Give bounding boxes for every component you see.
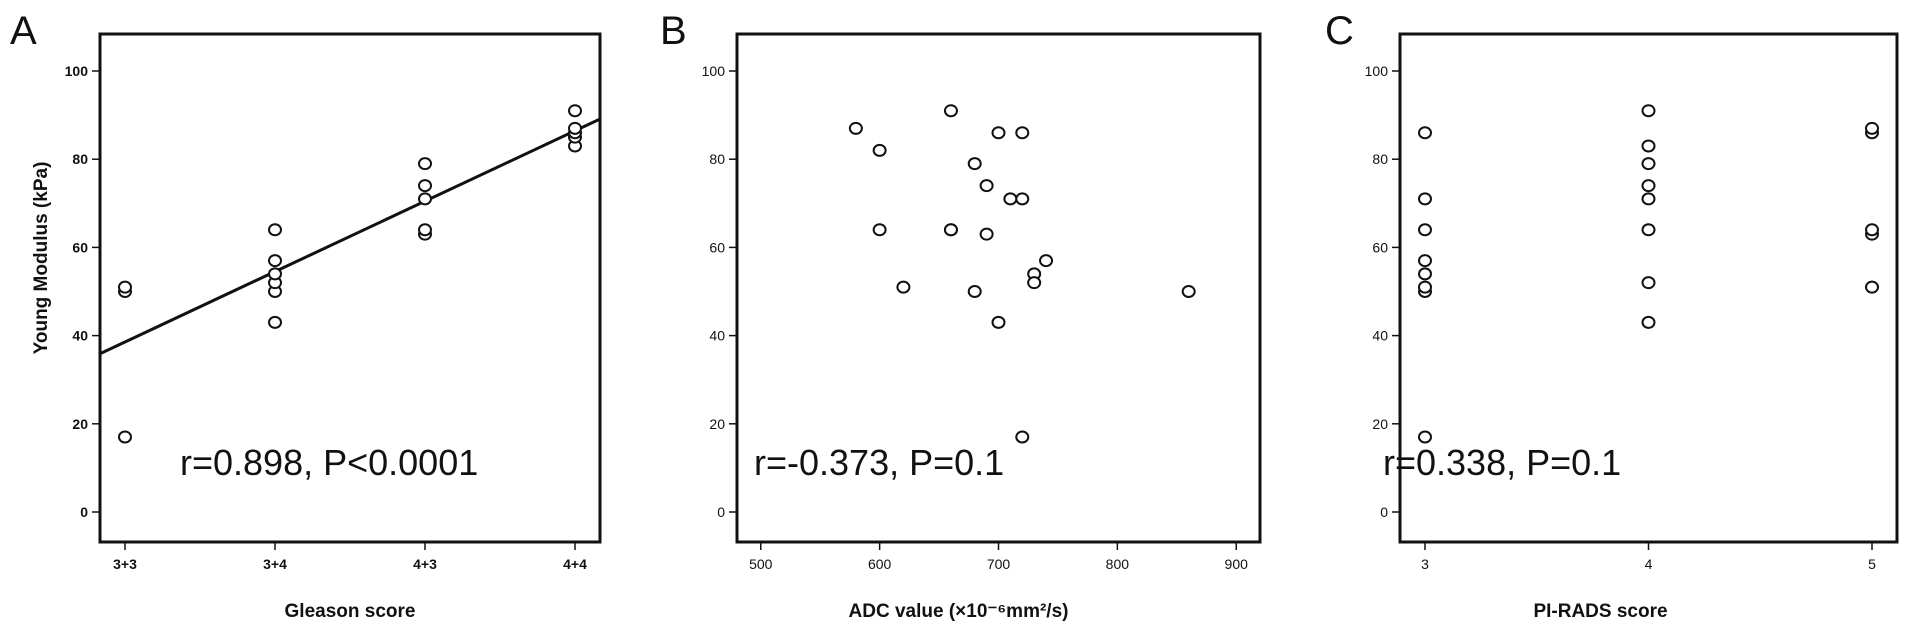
y-tick-label: 0 <box>80 504 88 520</box>
data-point <box>991 315 1006 329</box>
panel-c: C 0 20 40 60 80 100 3 4 5 r=0.338, P=0.1 PI-RADS sc… <box>1325 9 1899 622</box>
y-tick-label: 20 <box>72 416 88 432</box>
data-point <box>268 254 282 268</box>
data-point <box>1181 285 1196 298</box>
data-point <box>1015 430 1030 444</box>
y-tick-label: 100 <box>1365 63 1389 79</box>
data-point <box>1418 192 1432 206</box>
data-point <box>1641 157 1656 171</box>
data-point <box>943 223 958 237</box>
data-point <box>568 104 582 118</box>
data-point <box>268 267 282 281</box>
x-tick-label: 3+3 <box>113 556 137 572</box>
panel-b: B 0 20 40 60 80 100 500 600 700 800 900 r=-0.373, P=… <box>660 9 1262 622</box>
y-tick-label: 40 <box>709 328 725 344</box>
data-point <box>1641 104 1656 118</box>
data-point <box>1641 179 1656 193</box>
data-point <box>967 285 982 298</box>
data-point <box>1641 276 1656 290</box>
x-tick-label: 5 <box>1868 556 1876 572</box>
data-point <box>1641 315 1656 329</box>
data-point <box>418 223 432 237</box>
x-tick-label: 900 <box>1225 556 1249 572</box>
x-axis-label: Gleason score <box>285 601 416 622</box>
y-tick-label: 100 <box>65 63 89 79</box>
x-tick-label: 700 <box>987 556 1011 572</box>
x-tick-label: 4 <box>1645 556 1653 572</box>
x-tick-label: 600 <box>868 556 892 572</box>
y-tick-label: 80 <box>1372 151 1388 167</box>
correlation-annotation: r=0.898, P<0.0001 <box>180 442 478 483</box>
data-point <box>268 315 282 329</box>
data-point <box>1039 254 1054 268</box>
data-point <box>872 143 887 157</box>
y-tick-label: 100 <box>702 63 726 79</box>
correlation-annotation: r=0.338, P=0.1 <box>1383 442 1621 483</box>
x-tick-label: 3+4 <box>263 556 287 572</box>
data-point <box>1418 254 1432 268</box>
data-point <box>872 223 887 237</box>
x-tick-label: 800 <box>1106 556 1130 572</box>
x-axis-label: ADC value (×10⁻⁶mm²/s) <box>849 601 1069 622</box>
data-point <box>1418 280 1432 294</box>
data-point <box>1865 121 1879 135</box>
y-axis-label: Young Modulus (kPa) <box>31 162 52 355</box>
data-point <box>418 192 432 206</box>
data-point <box>1027 276 1042 290</box>
plot-frame <box>98 32 602 544</box>
panel-letter: A <box>10 9 37 53</box>
data-point <box>1418 430 1432 444</box>
data-point <box>1641 223 1656 237</box>
x-tick-label: 4+3 <box>413 556 437 572</box>
y-tick-label: 20 <box>1372 416 1388 432</box>
data-point <box>1865 280 1879 294</box>
data-point <box>1418 126 1432 140</box>
data-point <box>1641 139 1656 153</box>
data-point <box>418 179 432 193</box>
data-point <box>568 121 582 135</box>
data-point <box>1641 192 1656 206</box>
data-point <box>967 157 982 171</box>
data-point <box>896 280 911 294</box>
data-point <box>1418 267 1432 281</box>
data-point <box>118 280 132 294</box>
y-tick-label: 0 <box>1380 504 1388 520</box>
panel-letter: C <box>1325 9 1354 53</box>
data-point <box>268 223 282 237</box>
y-tick-label: 20 <box>709 416 725 432</box>
data-point <box>979 227 994 241</box>
x-tick-label: 500 <box>749 556 773 572</box>
data-point <box>943 104 958 118</box>
data-point <box>1015 126 1030 140</box>
y-tick-label: 40 <box>72 328 88 344</box>
correlation-annotation: r=-0.373, P=0.1 <box>754 442 1004 483</box>
panel-letter: B <box>660 9 687 53</box>
x-tick-label: 4+4 <box>563 556 587 572</box>
data-point <box>1418 223 1432 237</box>
data-point <box>848 121 863 135</box>
data-point <box>991 126 1006 140</box>
y-tick-label: 0 <box>717 504 725 520</box>
y-tick-label: 80 <box>709 151 725 167</box>
y-tick-label: 80 <box>72 151 88 167</box>
y-tick-label: 60 <box>72 239 88 255</box>
data-point <box>1865 223 1879 237</box>
panel-a: A 0 20 40 60 80 100 3+3 3+4 4+3 4+4 r=0.898, P<0.00… <box>10 9 602 622</box>
data-point <box>979 179 994 193</box>
y-tick-label: 60 <box>1372 239 1388 255</box>
data-point <box>1003 192 1018 206</box>
data-point <box>1015 192 1030 206</box>
y-tick-label: 60 <box>709 239 725 255</box>
x-tick-label: 3 <box>1421 556 1429 572</box>
data-point <box>418 157 432 171</box>
data-point <box>118 430 132 444</box>
y-tick-label: 40 <box>1372 328 1388 344</box>
x-axis-label: PI-RADS score <box>1533 601 1667 622</box>
regression-line <box>100 118 600 355</box>
